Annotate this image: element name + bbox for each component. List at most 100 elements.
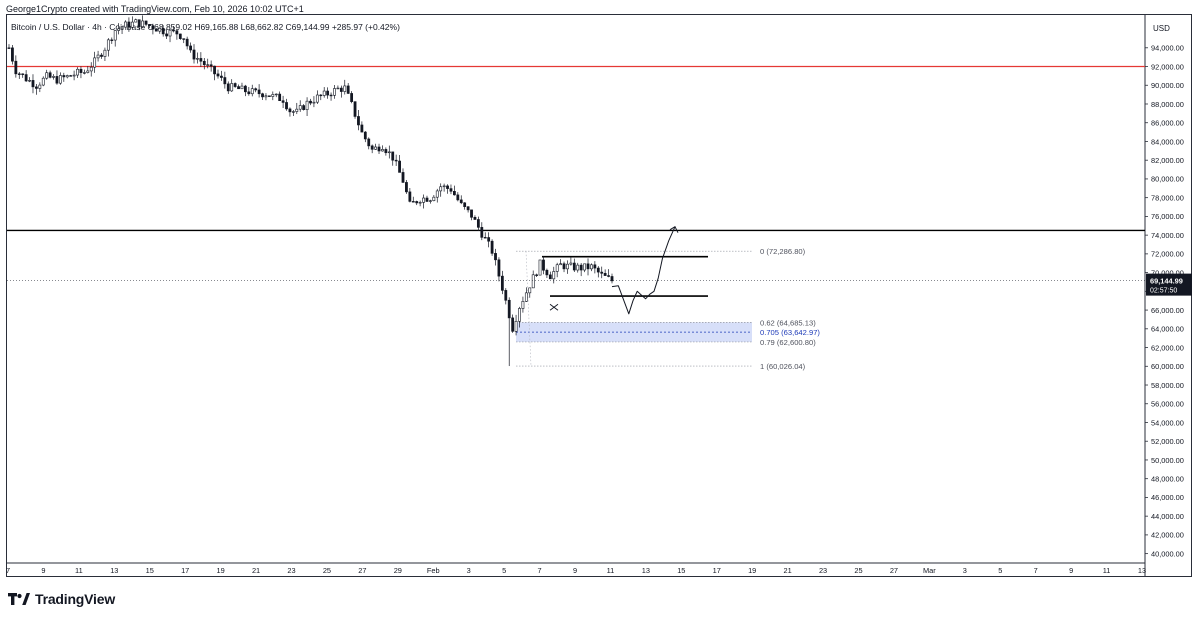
candle-down: [542, 259, 545, 271]
candle-down: [17, 73, 21, 75]
candle-down: [339, 87, 343, 92]
candle-up: [387, 151, 391, 154]
candle-down: [391, 151, 395, 161]
candle-down: [411, 201, 415, 203]
price-tick-label: 76,000.00: [1151, 212, 1184, 221]
currency-label: USD: [1153, 24, 1170, 33]
fib-level-label: 0 (72,286.80): [760, 247, 806, 256]
last-price-label: 69,144.99: [1150, 277, 1183, 286]
candle-up: [93, 57, 97, 68]
fib-retracement[interactable]: 0 (72,286.80) 0.62 (64,685.13)0.705 (63,6…: [516, 247, 820, 371]
candle-down: [161, 28, 165, 35]
time-tick-label: 17: [713, 566, 721, 575]
horizontal-levels[interactable]: [7, 65, 1145, 297]
candle-down: [603, 273, 607, 276]
candle-down: [79, 68, 83, 73]
price-tick-label: 50,000.00: [1151, 456, 1184, 465]
candle-up: [298, 105, 302, 110]
candle-down: [24, 74, 28, 82]
candle-down: [456, 194, 460, 201]
time-tick-label: 11: [1103, 566, 1111, 575]
candle-up: [555, 264, 559, 272]
time-tick-label: 11: [75, 566, 83, 575]
candle-down: [182, 38, 186, 40]
candle-down: [100, 54, 103, 57]
candle-down: [199, 58, 203, 62]
candle-up: [315, 94, 319, 103]
tradingview-logo[interactable]: TradingView: [8, 591, 115, 607]
candle-down: [470, 209, 473, 218]
time-tick-label: 13: [1138, 566, 1146, 575]
time-tick-label: 3: [467, 566, 471, 575]
time-tick-label: 25: [854, 566, 862, 575]
candle-down: [172, 29, 175, 32]
candle-down: [192, 49, 196, 60]
candle-down: [596, 267, 600, 273]
candle-down: [14, 60, 18, 75]
candle-up: [52, 76, 55, 78]
candle-up: [374, 146, 377, 150]
candle-down: [476, 219, 480, 228]
time-tick-label: 29: [394, 566, 402, 575]
projection-arrow-icon: [669, 225, 679, 233]
time-tick-label: 19: [217, 566, 225, 575]
time-axis[interactable]: 7 9 11 13 15 17 19 21 23 25 27 29 Feb 3 5 7 9 11 13 15 17 19 2…: [6, 562, 1146, 575]
chart-credit: George1Crypto created with TradingView.c…: [6, 4, 304, 14]
candle-up: [576, 264, 580, 271]
candle-down: [360, 124, 364, 133]
candle-down: [278, 93, 282, 102]
time-tick-label: 17: [181, 566, 189, 575]
candle-up: [86, 70, 90, 73]
time-tick-label: Feb: [427, 566, 440, 575]
price-axis[interactable]: USD 94,000.00 92,000.00 90,000.00 88,000.00 8…: [1144, 15, 1184, 577]
candle-down: [363, 131, 367, 140]
candle-down: [463, 202, 467, 207]
candle-up: [559, 263, 563, 266]
candle-down: [31, 80, 35, 88]
candle-up: [590, 264, 593, 270]
candle-up: [250, 88, 254, 95]
candle-down: [353, 101, 357, 117]
time-tick-label: 5: [998, 566, 1002, 575]
candle-down: [401, 172, 405, 183]
candle-up: [322, 90, 326, 96]
candle-down: [151, 25, 155, 30]
candle-down: [165, 33, 168, 37]
candle-up: [103, 49, 107, 57]
candle-down: [254, 88, 258, 91]
candle-down: [572, 262, 576, 271]
candle-down: [350, 93, 354, 102]
candle-down: [309, 100, 312, 104]
candle-up: [58, 75, 62, 84]
price-tick-label: 54,000.00: [1151, 418, 1184, 427]
price-tick-label: 94,000.00: [1151, 44, 1184, 53]
candle-down: [473, 216, 477, 220]
time-tick-label: 23: [819, 566, 827, 575]
candle-up: [113, 30, 117, 41]
time-tick-label: 27: [358, 566, 366, 575]
fib-level-label: 0.79 (62,600.80): [760, 338, 816, 347]
candle-down: [326, 90, 330, 96]
price-tick-label: 74,000.00: [1151, 231, 1184, 240]
x-marker-icon: [549, 303, 559, 311]
candle-up: [28, 80, 31, 82]
time-tick-label: 23: [287, 566, 295, 575]
price-labels: 69,144.99 02:57:50: [7, 273, 1192, 296]
time-tick-label: 11: [607, 566, 615, 575]
fib-level-label: 0.62 (64,685.13): [760, 318, 816, 327]
candle-down: [494, 253, 497, 261]
candle-up: [566, 263, 569, 270]
projection-drawing[interactable]: [549, 225, 679, 315]
price-tick-label: 42,000.00: [1151, 531, 1184, 540]
tradingview-logo-icon: [8, 593, 30, 605]
candle-up: [65, 75, 69, 78]
time-tick-label: 9: [573, 566, 577, 575]
candle-up: [141, 20, 145, 27]
candle-up: [264, 95, 268, 98]
candle-up: [168, 29, 172, 37]
price-tick-label: 88,000.00: [1151, 100, 1184, 109]
candle-down: [500, 275, 504, 291]
candle-up: [134, 19, 138, 23]
price-tick-label: 78,000.00: [1151, 193, 1184, 202]
